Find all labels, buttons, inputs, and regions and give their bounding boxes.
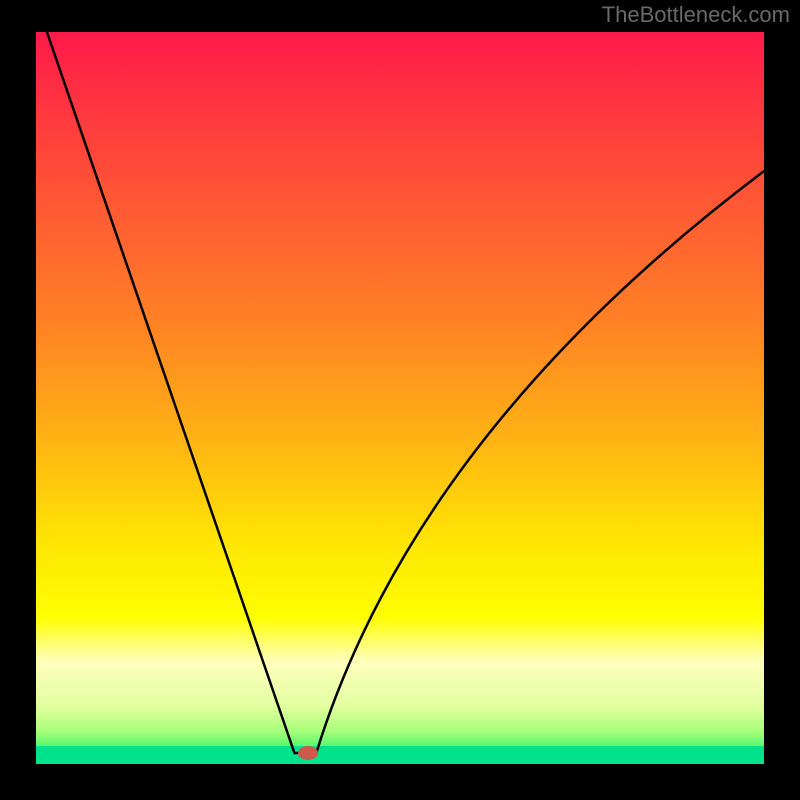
border-right (764, 0, 800, 800)
border-bottom (0, 764, 800, 800)
chart-canvas: TheBottleneck.com (0, 0, 800, 800)
plot-area (36, 32, 764, 764)
optimal-point-marker (298, 746, 318, 760)
watermark-text: TheBottleneck.com (602, 2, 790, 28)
bottleneck-curve (36, 32, 764, 764)
border-left (0, 0, 36, 800)
